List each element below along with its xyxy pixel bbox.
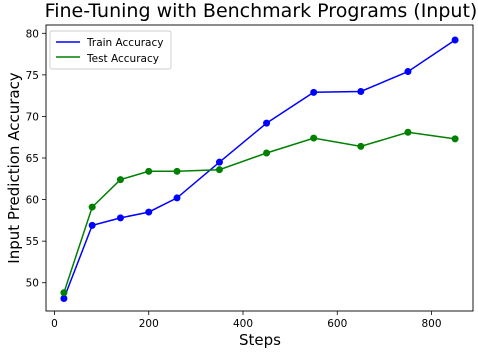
y-tick-label: 70 xyxy=(26,111,39,123)
data-point-train-accuracy xyxy=(60,295,68,303)
data-point-train-accuracy xyxy=(310,88,318,96)
x-tick-label: 400 xyxy=(233,318,253,330)
data-point-train-accuracy xyxy=(145,208,153,216)
y-tick-label: 65 xyxy=(26,153,39,165)
y-tick-label: 80 xyxy=(26,28,39,40)
x-tick-label: 800 xyxy=(422,318,442,330)
series-layer xyxy=(60,36,459,303)
data-point-test-accuracy xyxy=(88,203,96,211)
data-point-test-accuracy xyxy=(215,166,223,174)
x-tick-label: 0 xyxy=(51,318,58,330)
legend: Train Accuracy Test Accuracy xyxy=(49,30,172,70)
data-point-test-accuracy xyxy=(310,134,318,142)
y-axis: 50 55 60 65 70 75 80 xyxy=(26,28,46,290)
data-point-test-accuracy xyxy=(60,289,68,297)
data-point-train-accuracy xyxy=(357,88,365,96)
data-point-train-accuracy xyxy=(263,119,271,127)
data-point-test-accuracy xyxy=(173,167,181,175)
data-point-train-accuracy xyxy=(88,221,96,229)
data-point-test-accuracy xyxy=(357,142,365,150)
data-point-test-accuracy xyxy=(116,176,124,184)
x-axis: 0 200 400 600 800 xyxy=(51,311,442,330)
legend-label-test-accuracy: Test Accuracy xyxy=(86,53,159,65)
data-point-train-accuracy xyxy=(451,36,459,44)
data-point-train-accuracy xyxy=(116,214,124,222)
x-tick-label: 200 xyxy=(139,318,159,330)
y-tick-label: 60 xyxy=(26,195,39,207)
legend-box xyxy=(49,30,172,70)
plot-area xyxy=(45,24,474,312)
legend-label-train-accuracy: Train Accuracy xyxy=(86,37,163,49)
x-axis-title: Steps xyxy=(239,331,281,349)
y-tick-label: 50 xyxy=(26,278,39,290)
data-point-test-accuracy xyxy=(404,128,412,136)
data-point-test-accuracy xyxy=(263,149,271,157)
x-tick-label: 600 xyxy=(327,318,347,330)
data-point-train-accuracy xyxy=(404,68,412,76)
y-axis-title: Input Prediction Accuracy xyxy=(5,72,23,263)
data-point-train-accuracy xyxy=(215,158,223,166)
y-tick-label: 75 xyxy=(26,70,39,82)
data-point-test-accuracy xyxy=(145,167,153,175)
data-point-test-accuracy xyxy=(451,135,459,143)
y-tick-label: 55 xyxy=(26,236,39,248)
chart-title: Fine-Tuning with Benchmark Programs (Inp… xyxy=(45,0,478,22)
data-point-train-accuracy xyxy=(173,194,181,202)
